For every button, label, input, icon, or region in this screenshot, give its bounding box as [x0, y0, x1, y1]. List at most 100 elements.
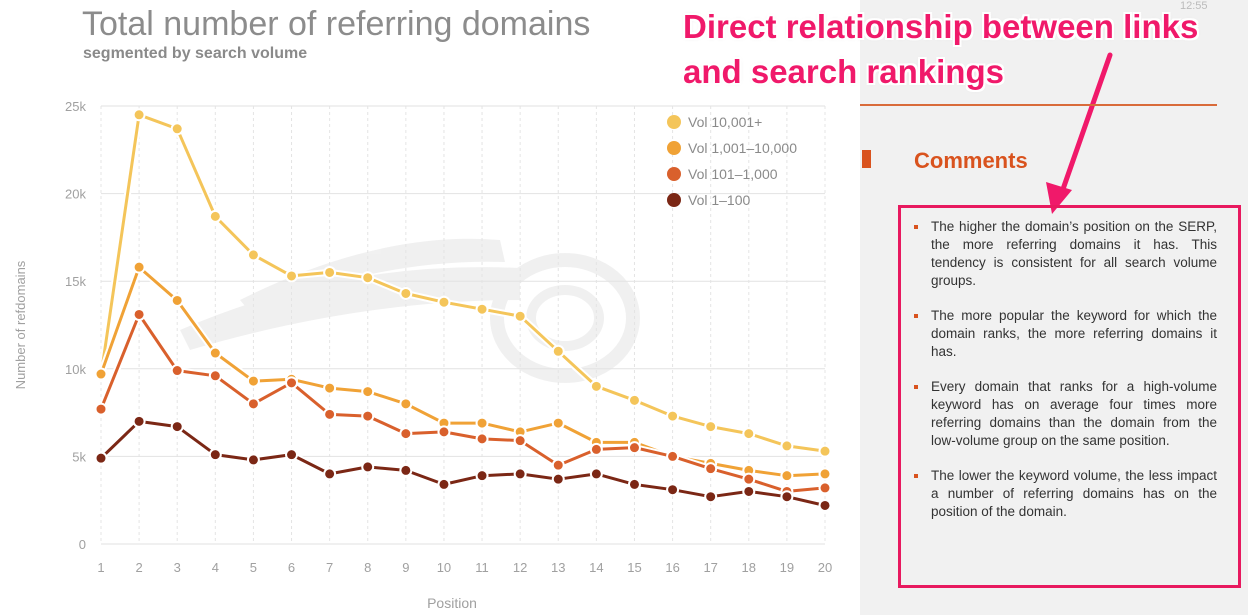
data-point	[589, 379, 603, 393]
data-point	[589, 442, 603, 456]
x-tick-label: 12	[513, 560, 527, 575]
legend-label: Vol 1–100	[688, 192, 750, 208]
x-tick-label: 4	[212, 560, 219, 575]
series-line	[99, 113, 826, 453]
bullet-icon	[914, 225, 918, 229]
y-tick-label: 15k	[65, 274, 86, 289]
status-time: 12:55	[1180, 0, 1208, 12]
data-point	[704, 462, 718, 476]
chart-title: Total number of referring domains	[82, 5, 591, 43]
data-point	[323, 265, 337, 279]
x-tick-label: 8	[364, 560, 371, 575]
section-marker	[862, 150, 871, 168]
highlight-box	[898, 205, 1241, 588]
y-tick-label: 5k	[72, 449, 86, 464]
data-point	[399, 427, 413, 441]
series-3	[94, 414, 832, 512]
comment-text: The lower the keyword volume, the less i…	[931, 468, 1217, 519]
data-point	[437, 295, 451, 309]
data-point	[704, 490, 718, 504]
x-tick-label: 13	[551, 560, 565, 575]
y-tick-label: 25k	[65, 99, 86, 114]
data-point	[170, 364, 184, 378]
x-tick-label: 9	[402, 560, 409, 575]
data-point	[132, 260, 146, 274]
data-point	[285, 376, 299, 390]
data-point	[399, 397, 413, 411]
y-tick-label: 20k	[65, 187, 86, 202]
x-tick-label: 2	[135, 560, 142, 575]
chart-subtitle: segmented by search volume	[83, 45, 308, 62]
comment-text: The higher the domain’s position on the …	[931, 219, 1217, 288]
comment-item: The lower the keyword volume, the less i…	[914, 467, 1217, 521]
data-point	[208, 369, 222, 383]
comments-title: Comments	[914, 148, 1028, 173]
annotation-line-2: and search rankings	[683, 53, 1004, 90]
legend-item: Vol 101–1,000	[667, 166, 778, 182]
data-point	[551, 416, 565, 430]
data-point	[666, 483, 680, 497]
x-tick-label: 7	[326, 560, 333, 575]
annotation-headline: Direct relationship between links and se…	[683, 4, 1243, 94]
bullet-icon	[914, 314, 918, 318]
data-point	[94, 367, 108, 381]
series-line	[99, 313, 826, 493]
annotation-line-1: Direct relationship between links	[683, 8, 1199, 45]
data-point	[475, 302, 489, 316]
legend-label: Vol 1,001–10,000	[688, 140, 797, 156]
data-point	[780, 490, 794, 504]
data-point	[246, 248, 260, 262]
x-axis-label: Position	[427, 595, 477, 611]
legend-swatch	[667, 193, 681, 207]
data-point	[132, 414, 146, 428]
data-point	[551, 472, 565, 486]
x-tick-label: 11	[475, 560, 489, 575]
comments-panel	[860, 0, 1248, 615]
legend-label: Vol 101–1,000	[688, 166, 778, 182]
data-point	[132, 108, 146, 122]
data-point	[475, 416, 489, 430]
watermark-logo	[180, 238, 640, 383]
data-point	[170, 122, 184, 136]
comments-list: The higher the domain’s position on the …	[914, 218, 1217, 538]
series-2	[94, 307, 832, 498]
data-point	[208, 209, 222, 223]
comment-item: The more popular the keyword for which t…	[914, 307, 1217, 361]
data-point	[437, 425, 451, 439]
bullet-icon	[914, 474, 918, 478]
data-point	[170, 420, 184, 434]
x-tick-label: 19	[780, 560, 794, 575]
data-point	[780, 469, 794, 483]
data-point	[589, 467, 603, 481]
data-point	[780, 439, 794, 453]
y-tick-label: 0	[79, 537, 86, 552]
data-point	[246, 374, 260, 388]
data-point	[742, 484, 756, 498]
data-point	[742, 427, 756, 441]
data-point	[666, 449, 680, 463]
data-point	[208, 448, 222, 462]
data-point	[551, 344, 565, 358]
data-point	[361, 385, 375, 399]
data-point	[323, 467, 337, 481]
x-tick-label: 14	[589, 560, 603, 575]
data-point	[94, 402, 108, 416]
data-point	[818, 444, 832, 458]
data-point	[742, 472, 756, 486]
x-tick-label: 17	[703, 560, 717, 575]
legend-label: Vol 10,001+	[688, 114, 762, 130]
legend-swatch	[667, 167, 681, 181]
legend-swatch	[667, 141, 681, 155]
data-point	[666, 409, 680, 423]
data-point	[627, 393, 641, 407]
legend-item: Vol 1,001–10,000	[667, 140, 797, 156]
data-point	[399, 463, 413, 477]
x-tick-label: 5	[250, 560, 257, 575]
x-tick-label: 3	[174, 560, 181, 575]
data-point	[246, 453, 260, 467]
x-tick-label: 16	[665, 560, 679, 575]
data-point	[475, 432, 489, 446]
y-tick-label: 10k	[65, 362, 86, 377]
y-axis-label: Number of refdomains	[13, 260, 28, 389]
data-point	[208, 346, 222, 360]
